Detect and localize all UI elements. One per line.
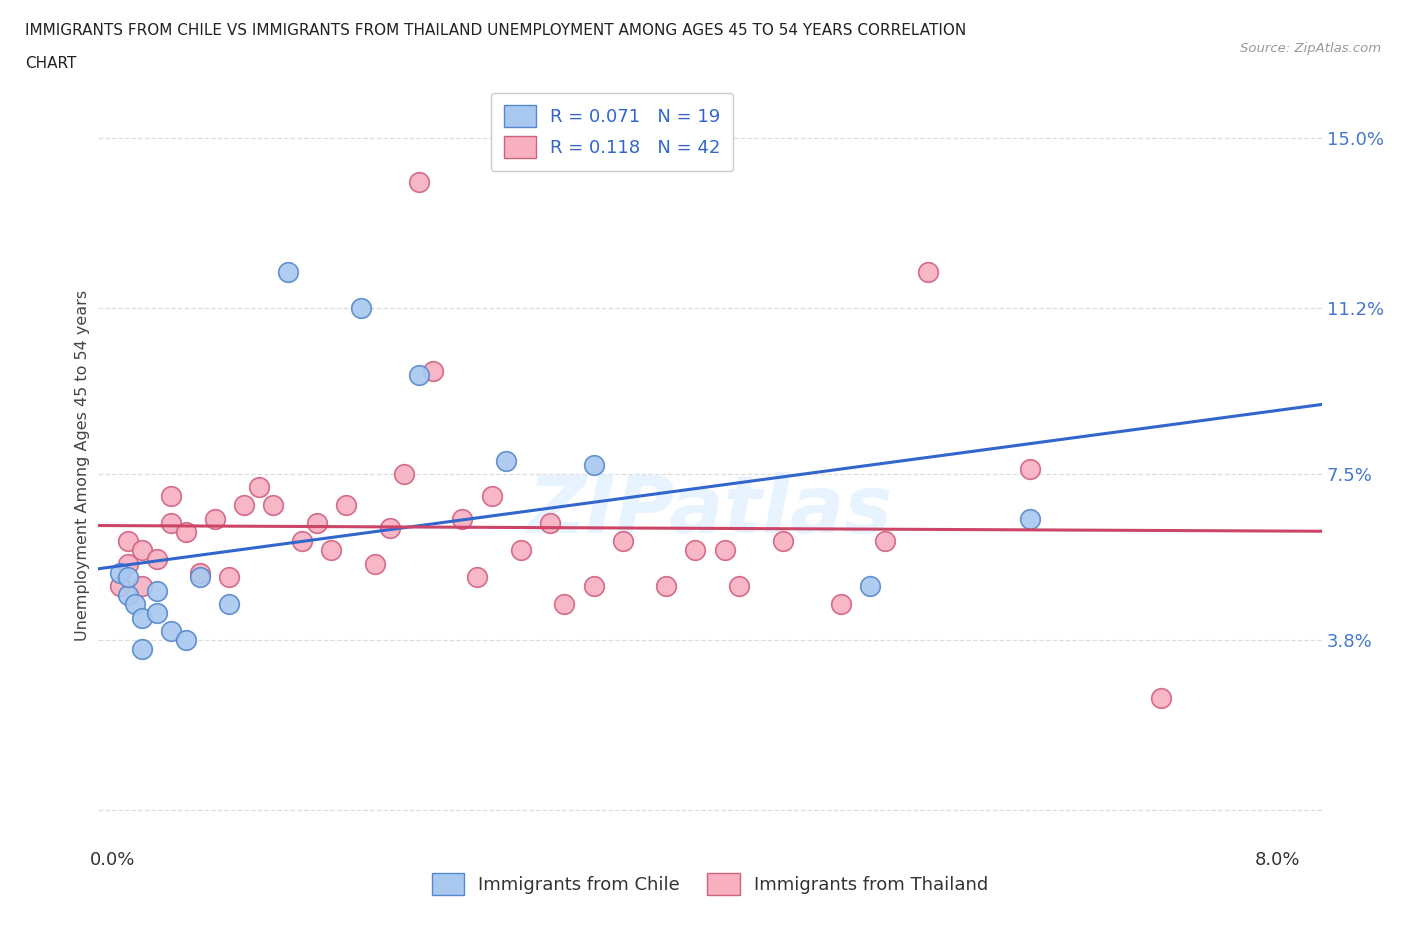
Point [582, 458, 605, 472]
Point [188, 570, 212, 585]
Point [481, 489, 503, 504]
Point [110, 578, 132, 593]
Point [612, 534, 634, 549]
Point [408, 368, 430, 383]
Point [110, 565, 132, 580]
Point [917, 265, 939, 280]
Y-axis label: Unemployment Among Ages 45 to 54 years: Unemployment Among Ages 45 to 54 years [75, 289, 90, 641]
Point [655, 578, 678, 593]
Point [174, 632, 197, 647]
Point [321, 543, 343, 558]
Point [160, 623, 183, 638]
Point [859, 578, 882, 593]
Text: IMMIGRANTS FROM CHILE VS IMMIGRANTS FROM THAILAND UNEMPLOYMENT AMONG AGES 45 TO : IMMIGRANTS FROM CHILE VS IMMIGRANTS FROM… [25, 23, 966, 38]
Point [131, 610, 153, 625]
Point [247, 480, 270, 495]
Point [713, 543, 735, 558]
Point [392, 467, 416, 482]
Point [145, 605, 167, 620]
Text: CHART: CHART [25, 56, 77, 71]
Point [335, 498, 357, 512]
Point [188, 565, 212, 580]
Point [408, 175, 430, 190]
Point [117, 534, 139, 549]
Point [378, 521, 401, 536]
Point [145, 583, 167, 598]
Point [349, 300, 371, 315]
Point [364, 556, 387, 571]
Legend: Immigrants from Chile, Immigrants from Thailand: Immigrants from Chile, Immigrants from T… [425, 866, 995, 902]
Text: Source: ZipAtlas.com: Source: ZipAtlas.com [1240, 42, 1381, 55]
Point [509, 543, 531, 558]
Point [117, 588, 139, 603]
Point [465, 570, 488, 585]
Point [131, 578, 153, 593]
Point [277, 265, 299, 280]
Point [218, 597, 240, 612]
Point [1019, 462, 1042, 477]
Point [145, 551, 167, 566]
Point [131, 642, 153, 657]
Point [160, 516, 183, 531]
Text: ZIPatlas: ZIPatlas [527, 472, 893, 550]
Point [291, 534, 314, 549]
Point [451, 512, 474, 526]
Point [117, 570, 139, 585]
Point [131, 543, 153, 558]
Point [728, 578, 751, 593]
Point [124, 597, 146, 612]
Point [873, 534, 896, 549]
Point [582, 578, 605, 593]
Point [305, 516, 328, 531]
Point [685, 543, 707, 558]
Point [160, 489, 183, 504]
Point [830, 597, 852, 612]
Point [117, 556, 139, 571]
Point [772, 534, 794, 549]
Point [218, 570, 240, 585]
Point [233, 498, 256, 512]
Point [495, 453, 517, 468]
Point [174, 525, 197, 539]
Point [553, 597, 575, 612]
Point [262, 498, 284, 512]
Point [1019, 512, 1042, 526]
Point [1150, 691, 1173, 706]
Point [422, 364, 444, 379]
Point [538, 516, 561, 531]
Point [204, 512, 226, 526]
